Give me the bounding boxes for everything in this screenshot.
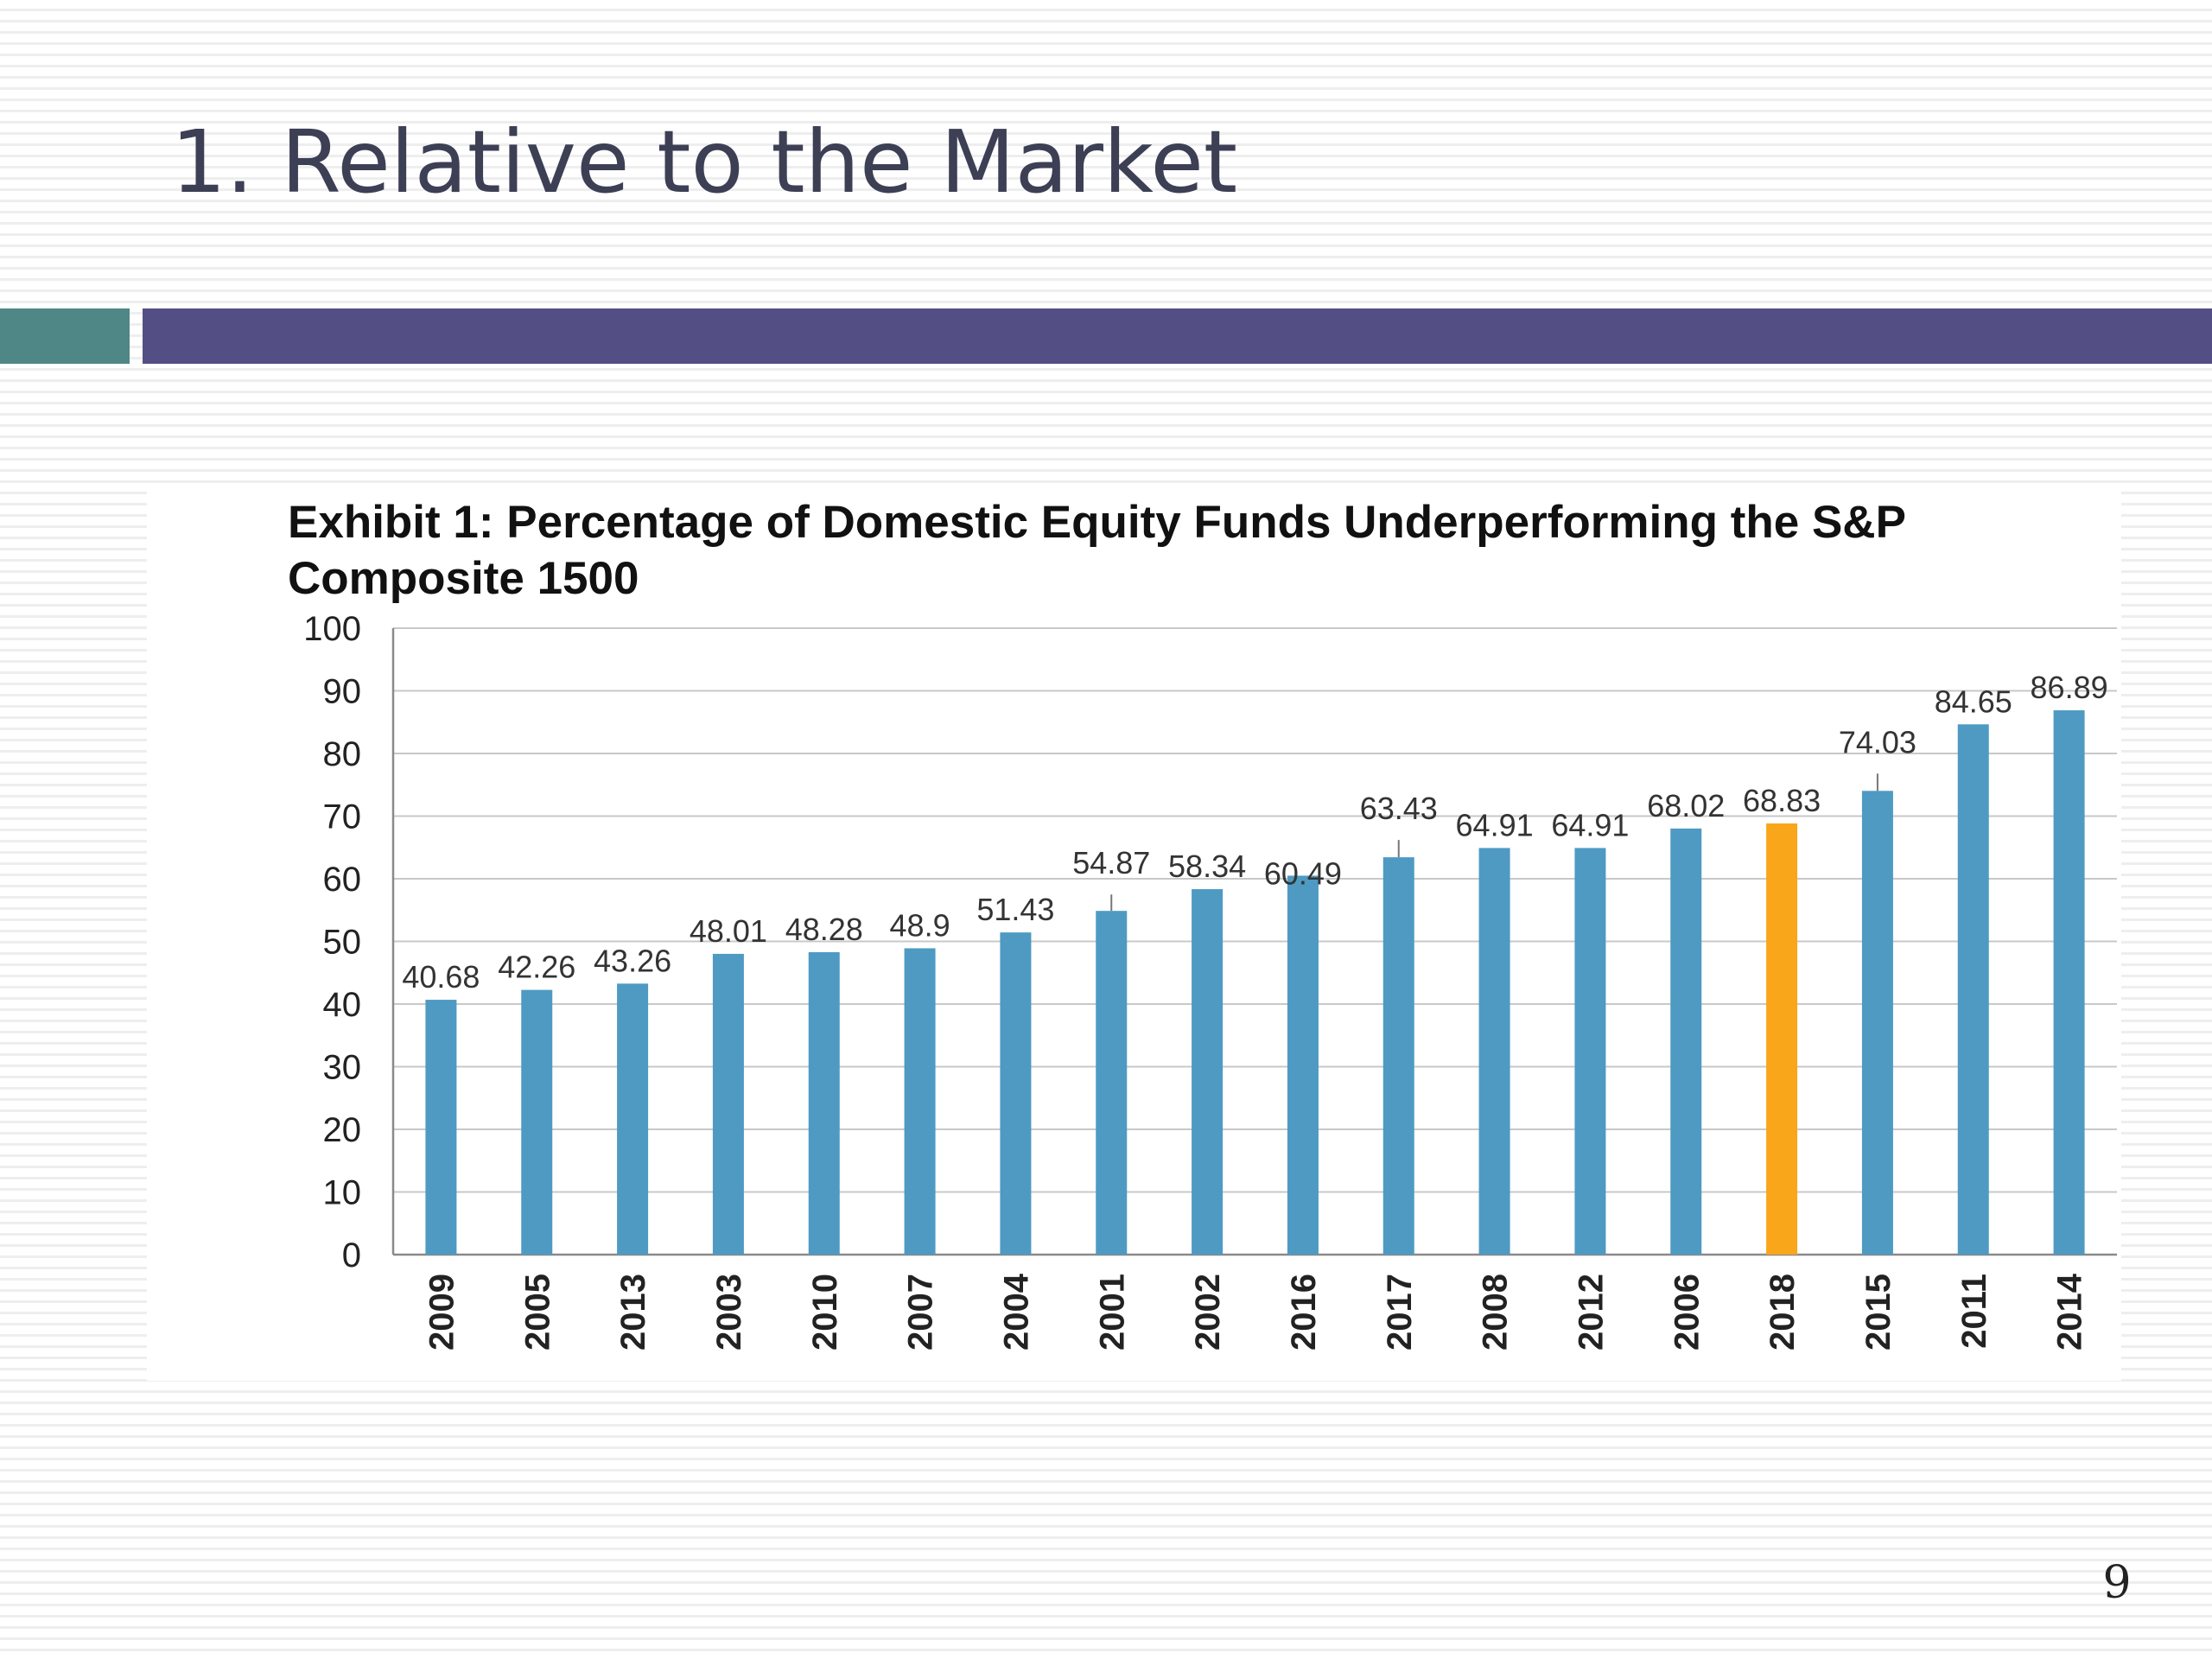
data-label: 64.91	[1456, 807, 1534, 842]
y-tick-label: 30	[323, 1049, 362, 1087]
x-axis-ticks: 2009 2005 2013 2003 2010 2007 2004 2001 2002 2016…	[423, 1273, 2088, 1351]
x-tick-label: 2014	[2051, 1273, 2089, 1351]
data-label: 63.43	[1360, 791, 1438, 826]
data-label: 51.43	[976, 892, 1054, 927]
x-tick-label: 2009	[423, 1274, 461, 1351]
data-label: 74.03	[1839, 724, 1916, 760]
bar-2013	[617, 983, 649, 1255]
accent-bar-main	[143, 308, 2212, 364]
label-leader-lines	[1110, 773, 1878, 912]
bar-2004	[1000, 932, 1032, 1255]
x-tick-label: 2015	[1859, 1274, 1897, 1351]
data-label: 43.26	[594, 943, 671, 978]
bar-2012	[1574, 848, 1606, 1255]
chart-title: Exhibit 1: Percentage of Domestic Equity…	[288, 497, 1905, 604]
bar-2007	[904, 948, 936, 1255]
page-number: 9	[2102, 1557, 2132, 1609]
y-tick-label: 10	[323, 1174, 362, 1212]
accent-bar-left	[0, 308, 130, 364]
data-label: 68.02	[1647, 788, 1725, 823]
bar-2008	[1478, 848, 1510, 1255]
y-tick-label: 90	[323, 673, 362, 711]
data-label: 40.68	[402, 959, 480, 995]
y-tick-label: 100	[303, 610, 361, 648]
data-label: 68.83	[1743, 783, 1821, 818]
bar-2006	[1670, 828, 1702, 1255]
bar-2001	[1096, 911, 1128, 1255]
bar-2016	[1287, 875, 1319, 1255]
data-label: 42.26	[498, 950, 575, 985]
data-label: 64.91	[1551, 807, 1629, 842]
bar-2005	[521, 989, 553, 1255]
x-tick-label: 2016	[1285, 1274, 1323, 1351]
y-tick-label: 20	[323, 1111, 362, 1149]
bar-2017	[1382, 857, 1414, 1255]
data-label: 48.28	[785, 912, 863, 947]
bar-2018	[1766, 823, 1798, 1255]
x-tick-label: 2001	[1093, 1274, 1131, 1351]
x-tick-label: 2017	[1381, 1274, 1419, 1351]
bar-2002	[1192, 889, 1224, 1255]
x-tick-label: 2007	[902, 1274, 940, 1351]
bar-2011	[1957, 724, 1989, 1255]
x-tick-label: 2010	[806, 1274, 844, 1351]
data-label: 86.89	[2031, 670, 2108, 705]
x-tick-label: 2003	[710, 1274, 748, 1351]
data-label: 84.65	[1935, 683, 2012, 719]
x-tick-label: 2008	[1477, 1274, 1515, 1351]
bars	[425, 710, 2085, 1255]
bar-2010	[808, 951, 840, 1255]
slide-title: 1. Relative to the Market	[171, 111, 1238, 213]
x-tick-label: 2006	[1668, 1274, 1706, 1351]
y-tick-label: 0	[342, 1236, 361, 1274]
x-tick-label: 2004	[997, 1273, 1035, 1351]
x-tick-label: 2012	[1572, 1274, 1610, 1351]
gridlines	[391, 627, 2117, 1256]
y-axis-ticks: 0 10 20 30 40 50 60 70 80 90 100	[303, 610, 361, 1274]
x-tick-label: 2013	[614, 1274, 652, 1351]
bar-2009	[425, 1000, 457, 1255]
y-tick-label: 40	[323, 986, 362, 1024]
x-tick-label: 2018	[1764, 1274, 1802, 1351]
bar-2014	[2053, 710, 2085, 1255]
bar-2015	[1861, 791, 1893, 1255]
data-label: 60.49	[1264, 855, 1342, 891]
bar-2003	[712, 953, 744, 1255]
y-tick-label: 50	[323, 924, 362, 962]
x-tick-label: 2002	[1189, 1274, 1227, 1351]
data-label: 54.87	[1072, 845, 1150, 880]
y-tick-label: 70	[323, 798, 362, 836]
x-tick-label: 2005	[518, 1274, 556, 1351]
data-label: 48.9	[890, 907, 950, 943]
x-tick-label: 2011	[1955, 1274, 1993, 1349]
y-tick-label: 60	[323, 861, 362, 899]
data-label: 48.01	[690, 913, 767, 949]
data-labels: 40.68 42.26 43.26 48.01 48.28 48.9 51.43 54.87 5…	[402, 670, 2107, 995]
y-tick-label: 80	[323, 735, 362, 773]
data-label: 58.34	[1168, 849, 1246, 884]
